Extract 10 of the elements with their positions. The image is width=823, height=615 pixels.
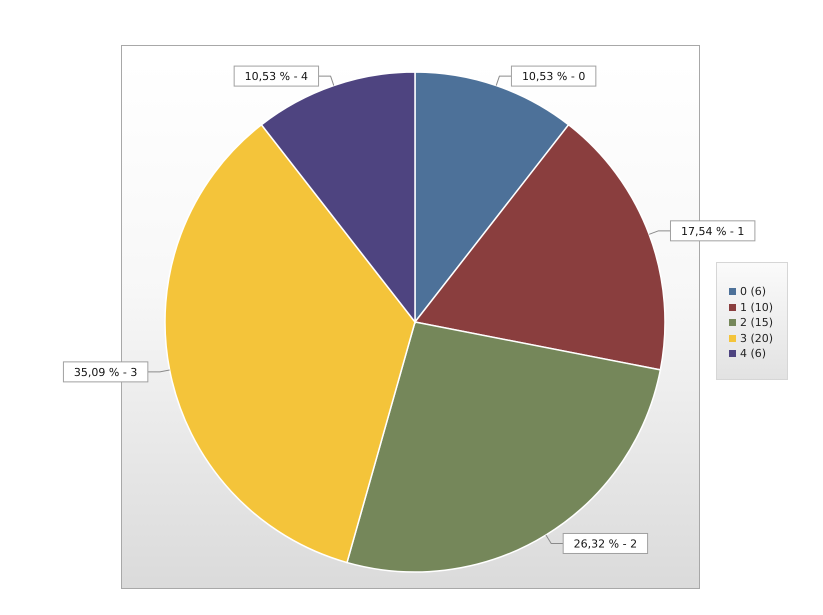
data-label: 26,32 % - 2 xyxy=(574,537,638,550)
data-label: 10,53 % - 4 xyxy=(244,70,308,84)
data-label: 10,53 % - 0 xyxy=(522,70,586,84)
legend-label: 3 (20) xyxy=(740,332,774,345)
legend-label: 4 (6) xyxy=(740,347,766,360)
legend-label: 1 (10) xyxy=(740,300,774,314)
legend-label: 0 (6) xyxy=(740,285,766,298)
data-label: 17,54 % - 1 xyxy=(680,224,744,238)
data-label: 35,09 % - 3 xyxy=(74,366,138,379)
legend-label: 2 (15) xyxy=(740,316,774,330)
